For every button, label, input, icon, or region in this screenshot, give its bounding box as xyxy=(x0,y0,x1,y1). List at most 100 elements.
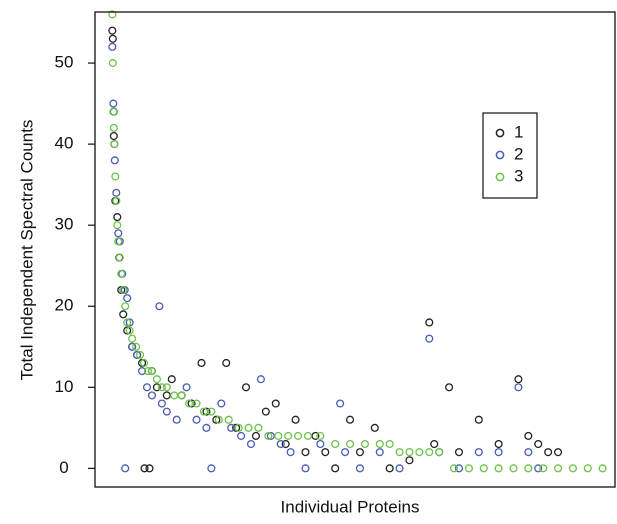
point xyxy=(108,26,117,35)
point xyxy=(114,229,123,238)
point xyxy=(539,464,548,473)
point xyxy=(251,431,261,440)
legend-label: 1 xyxy=(514,122,523,141)
point xyxy=(152,383,161,392)
point xyxy=(202,407,211,416)
point xyxy=(375,439,384,449)
point xyxy=(123,326,132,335)
plot-frame xyxy=(94,11,616,488)
legend-marker xyxy=(495,128,505,138)
point xyxy=(474,415,483,424)
point xyxy=(405,448,414,457)
point xyxy=(271,399,280,408)
point xyxy=(133,350,142,359)
point xyxy=(123,294,132,303)
point xyxy=(162,407,171,416)
point xyxy=(227,423,236,432)
point xyxy=(111,172,120,181)
point xyxy=(187,399,196,408)
legend-marker xyxy=(495,150,505,160)
point xyxy=(281,439,290,449)
point xyxy=(264,431,273,440)
point xyxy=(115,253,124,262)
point xyxy=(162,383,171,392)
point xyxy=(157,383,166,392)
point xyxy=(385,439,394,449)
point xyxy=(128,334,137,343)
y-tick-label: 50 xyxy=(55,53,74,72)
point xyxy=(301,448,310,457)
point xyxy=(425,318,434,327)
point xyxy=(544,448,553,457)
point xyxy=(121,464,130,473)
point xyxy=(139,358,149,368)
y-tick-label: 10 xyxy=(55,377,74,396)
point xyxy=(355,464,365,473)
point xyxy=(276,439,285,449)
y-tick-label: 40 xyxy=(55,134,74,153)
point xyxy=(108,34,117,43)
point xyxy=(395,464,404,473)
point xyxy=(284,431,293,440)
point xyxy=(286,448,295,457)
point xyxy=(316,439,325,449)
point xyxy=(425,448,434,457)
point xyxy=(113,221,122,230)
point xyxy=(137,367,147,376)
point xyxy=(345,415,355,424)
point xyxy=(112,188,121,197)
point xyxy=(375,448,384,457)
point xyxy=(177,391,186,400)
point xyxy=(316,431,325,440)
point xyxy=(114,237,123,246)
point xyxy=(136,350,145,359)
point xyxy=(415,448,424,457)
point xyxy=(108,42,117,51)
point xyxy=(303,431,313,440)
point xyxy=(132,342,141,351)
point xyxy=(109,107,118,116)
y-tick-label: 0 xyxy=(59,458,68,477)
point xyxy=(119,310,128,319)
point xyxy=(155,302,164,311)
point xyxy=(241,383,251,392)
point xyxy=(494,439,503,449)
point xyxy=(345,439,355,449)
point xyxy=(197,358,206,368)
point xyxy=(293,431,303,440)
point xyxy=(234,423,243,432)
y-tick-label: 30 xyxy=(55,215,74,234)
point xyxy=(524,431,533,440)
point xyxy=(430,439,439,449)
point xyxy=(232,423,241,432)
point xyxy=(222,358,231,368)
point xyxy=(167,375,176,384)
point xyxy=(121,302,130,311)
point xyxy=(494,464,503,473)
y-tick-label: 20 xyxy=(55,296,74,315)
point xyxy=(143,367,153,376)
point xyxy=(331,439,340,449)
point xyxy=(145,464,154,473)
point xyxy=(192,415,201,424)
point xyxy=(109,123,118,132)
point xyxy=(514,383,523,392)
point xyxy=(125,318,134,327)
point xyxy=(217,399,226,408)
point xyxy=(117,269,126,278)
point xyxy=(207,407,216,416)
point xyxy=(125,326,134,335)
point xyxy=(274,431,283,440)
legend-label: 3 xyxy=(514,166,523,185)
point xyxy=(140,464,149,473)
point xyxy=(110,140,119,149)
x-axis-label: Individual Proteins xyxy=(281,497,420,516)
point xyxy=(192,399,201,408)
point xyxy=(360,439,369,449)
point xyxy=(237,431,246,440)
point xyxy=(479,464,488,473)
point xyxy=(553,464,563,473)
point xyxy=(474,448,483,457)
point xyxy=(454,464,464,473)
